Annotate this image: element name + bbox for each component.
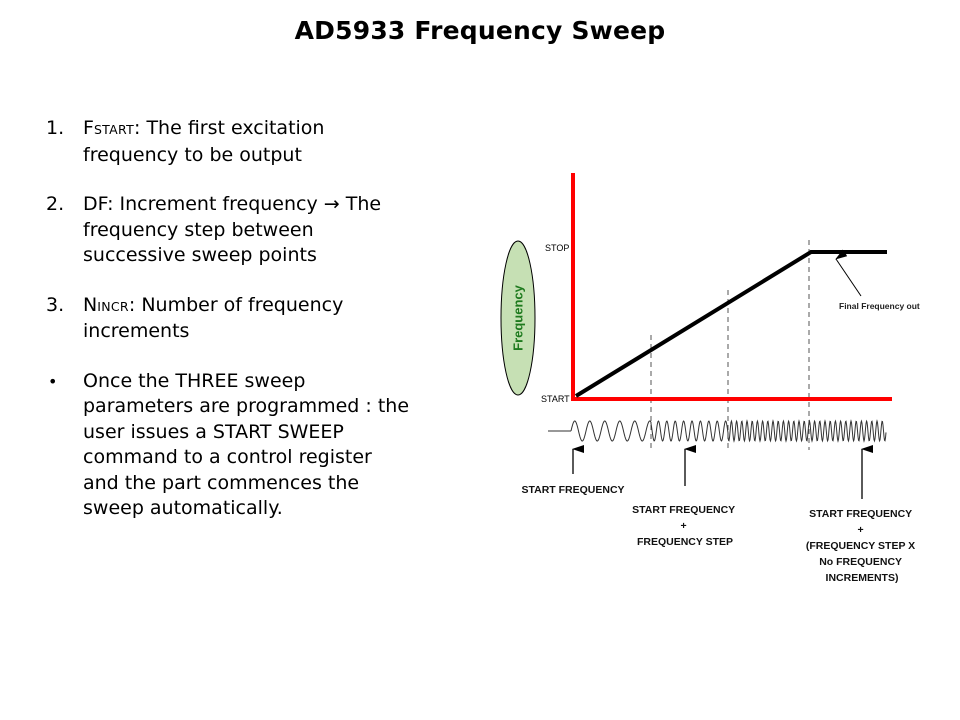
marker-arrows — [572, 445, 873, 499]
callout-arrow — [835, 249, 862, 297]
start-label: START — [541, 394, 570, 404]
frequency-axis-label: Frequency — [500, 240, 536, 396]
sweep-waveform — [548, 419, 887, 443]
bullet-list: 1. FSTART: The first excitation frequenc… — [46, 116, 466, 546]
list-item-start-sweep: • Once the THREE sweep parameters are pr… — [48, 369, 410, 520]
frequency-ramp — [574, 250, 887, 398]
marker-label-final: START FREQUENCY + (FREQUENCY STEP X No F… — [806, 508, 918, 584]
marker-label-start: START FREQUENCY — [521, 484, 624, 496]
stop-label: STOP — [545, 243, 569, 253]
list-marker: 2. — [46, 193, 65, 215]
list-marker: 3. — [46, 293, 65, 316]
svg-text:Frequency: Frequency — [511, 284, 526, 351]
arrow-right-icon: → — [323, 193, 340, 215]
subscript-incr: INCR — [97, 298, 129, 314]
marker-label-step: START FREQUENCY + FREQUENCY STEP — [632, 504, 738, 548]
list-item-nincr: 3. NINCR: Number of frequency increments — [46, 293, 344, 343]
list-item-fstart: 1. FSTART: The first excitation frequenc… — [46, 117, 325, 166]
list-item-df: 2. DF: Increment frequency → The frequen… — [46, 193, 382, 266]
dashed-guides — [650, 240, 810, 452]
list-marker: 1. — [46, 117, 65, 139]
subscript-start: START — [93, 122, 134, 137]
final-frequency-callout: Final Frequency out — [839, 301, 920, 311]
axes — [571, 173, 892, 401]
bullet-dot: • — [48, 371, 58, 391]
slide-title: AD5933 Frequency Sweep — [294, 16, 666, 45]
